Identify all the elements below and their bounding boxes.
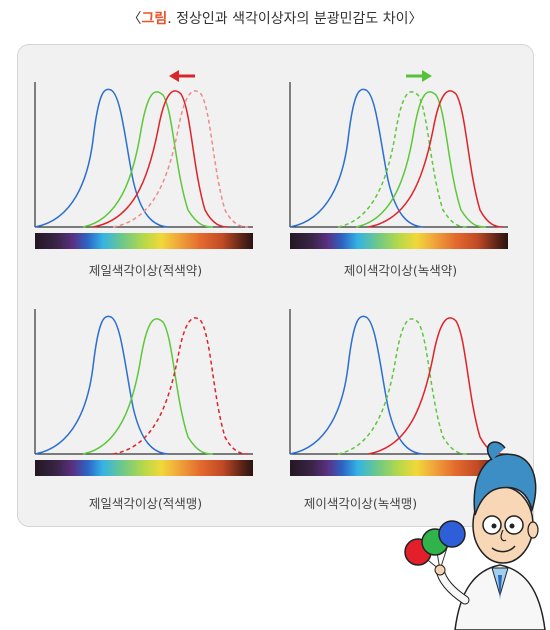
sensitivity-plot <box>34 70 253 228</box>
color-spectrum-bar <box>290 233 508 249</box>
red-cone-curve <box>367 317 504 455</box>
color-spectrum-bar <box>290 460 508 476</box>
blue-cone-curve <box>34 315 169 455</box>
mouth <box>491 545 516 553</box>
color-spectrum-bar <box>35 233 253 249</box>
panel-deuteranomaly: 제이색각이상(녹색약) <box>288 70 513 278</box>
blue-cone-curve <box>289 315 424 455</box>
panel-label: 제일색각이상(적색맹) <box>88 496 203 511</box>
green-cone-missing-curve <box>337 318 469 455</box>
blue-cone-curve <box>289 88 424 228</box>
green-cone-curve <box>82 318 214 455</box>
panel-label: 제이색각이상(녹색약) <box>343 263 458 278</box>
panel-protanopia: 제일색각이상(적색맹) <box>33 297 258 511</box>
hair <box>473 453 537 516</box>
green-cone-curve-shifted <box>355 91 487 228</box>
blue-cone-curve <box>34 88 169 228</box>
panel-label: 제일색각이상(적색약) <box>88 263 203 278</box>
nose <box>500 529 507 542</box>
caption-bracket-open: 〈 <box>127 11 142 27</box>
caption-separator: . <box>167 11 172 27</box>
panel-deuteranopia: 제이색각이상(녹색맹) <box>288 297 513 511</box>
doctor-mascot <box>404 441 546 630</box>
red-cone-missing-curve <box>112 317 249 455</box>
figure-card: 제일색각이상(적색약) 제이색각이상(녹색약) 제일색각이상(적색 <box>17 44 534 527</box>
figure-caption: 〈그림. 정상인과 색각이상자의 분광민감도 차이〉 <box>0 8 550 28</box>
ear <box>527 521 539 539</box>
green-cone-curve <box>82 91 214 228</box>
sensitivity-plot <box>34 309 253 455</box>
red-cone-curve-shifted <box>92 90 229 228</box>
arrow-right-icon <box>406 70 432 82</box>
panel-label: 제이색각이상(녹색맹) <box>303 496 418 511</box>
necktie <box>498 575 502 600</box>
sensitivity-plot <box>289 70 508 228</box>
hand <box>434 564 446 576</box>
panel-protanomaly: 제일색각이상(적색약) <box>33 70 258 278</box>
red-cone-normal-curve <box>112 90 249 228</box>
color-spectrum-bar <box>35 460 253 476</box>
red-cone-curve <box>367 90 504 228</box>
caption-label: 그림 <box>141 11 168 27</box>
caption-bracket-close: 〉 <box>408 11 423 27</box>
green-cone-normal-curve <box>337 91 469 228</box>
sensitivity-plot <box>289 309 508 455</box>
blue-balloon <box>438 520 466 548</box>
caption-text: 정상인과 색각이상자의 분광민감도 차이 <box>171 11 409 27</box>
arrow-left-icon <box>169 70 195 82</box>
